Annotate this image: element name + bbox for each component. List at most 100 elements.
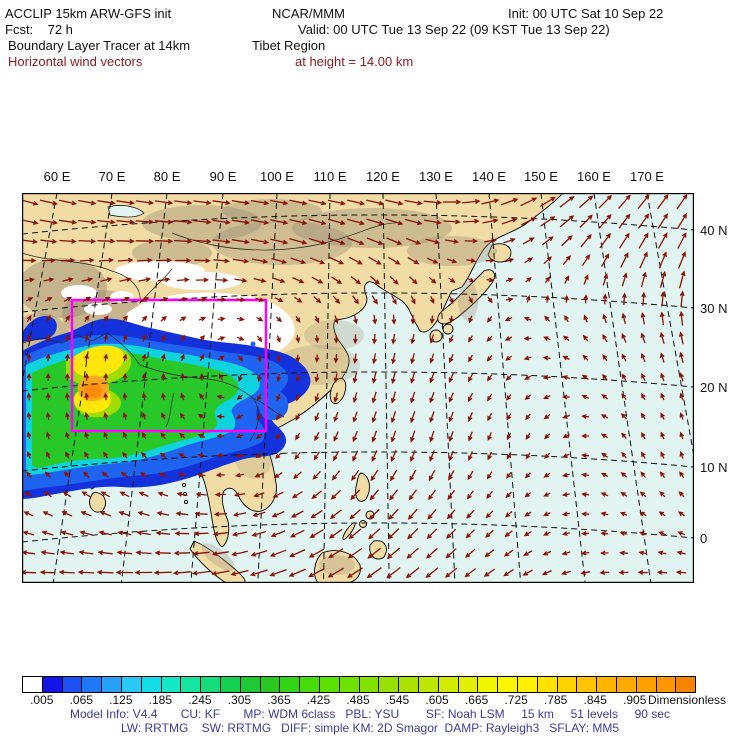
wind-arrow	[254, 472, 264, 478]
wind-arrow	[197, 413, 205, 419]
wind-arrow	[352, 411, 358, 423]
wind-arrow	[236, 297, 246, 303]
wind-arrow	[391, 352, 396, 365]
wind-arrow	[82, 471, 90, 479]
wind-arrow	[122, 372, 128, 381]
wind-arrow	[580, 550, 590, 556]
lon-tick-label: 90 E	[209, 169, 237, 184]
map-border	[22, 193, 694, 583]
wind-arrow	[329, 256, 345, 265]
wind-arrow	[429, 430, 435, 443]
wind-arrow	[332, 295, 341, 304]
wind-arrow	[391, 333, 397, 345]
wind-arrow	[657, 213, 668, 229]
wind-arrow	[211, 570, 230, 576]
wind-arrow	[485, 257, 496, 263]
wind-arrow	[468, 392, 474, 403]
wind-arrow	[84, 451, 89, 459]
wind-arrow	[119, 491, 130, 498]
wind-arrow	[161, 392, 166, 401]
colorbar-segment	[379, 677, 400, 692]
wind-arrow	[445, 239, 460, 244]
wind-arrow	[122, 431, 128, 440]
wind-arrow	[580, 570, 591, 576]
wind-arrow	[216, 453, 225, 458]
wind-arrow	[291, 490, 303, 499]
wind-arrow	[194, 258, 211, 264]
colorbar-segment	[458, 677, 479, 692]
wind-arrow	[425, 238, 441, 245]
wind-arrow	[561, 492, 570, 497]
wind-arrow	[115, 570, 133, 575]
colorbar-tick-label: .425	[306, 693, 331, 707]
wind-arrow	[390, 430, 397, 443]
wind-arrow	[154, 200, 174, 206]
wind-arrow	[237, 355, 244, 362]
wind-arrow	[253, 277, 267, 283]
wind-arrow	[389, 489, 399, 501]
wind-arrow	[448, 353, 454, 364]
wind-arrow	[78, 550, 94, 555]
wind-arrow	[505, 491, 512, 499]
wind-arrow	[236, 316, 245, 322]
wind-arrow	[640, 271, 647, 288]
wind-arrow	[660, 451, 665, 459]
wind-arrow	[175, 511, 189, 517]
wind-arrow	[84, 372, 90, 381]
wind-arrow	[505, 258, 515, 263]
wind-arrow	[122, 451, 128, 459]
wind-arrow	[561, 394, 570, 400]
wind-arrow	[100, 277, 113, 282]
wind-arrow	[26, 431, 32, 440]
wind-arrow	[581, 453, 590, 458]
wind-arrow	[255, 433, 263, 440]
wind-arrow	[217, 355, 225, 361]
wind-arrow	[122, 333, 128, 342]
wind-arrow	[288, 568, 306, 577]
wind-arrow	[390, 391, 397, 404]
wind-arrow	[275, 433, 282, 440]
wind-arrow	[468, 296, 473, 304]
wind-arrow	[154, 219, 174, 225]
wind-arrow	[407, 528, 419, 540]
wind-arrow	[63, 296, 72, 302]
wind-arrow	[580, 233, 592, 248]
wind-arrow	[600, 511, 609, 517]
wind-arrow	[24, 491, 33, 498]
colorbar-segment	[82, 677, 103, 692]
kyushu	[429, 329, 443, 343]
colorbar-segment	[23, 677, 43, 692]
wind-arrow	[160, 315, 168, 322]
wind-arrow	[464, 238, 478, 244]
wind-arrow	[176, 277, 190, 283]
wind-arrow	[26, 333, 32, 342]
wind-arrow	[352, 334, 358, 345]
wind-arrow	[448, 470, 455, 481]
wind-arrow	[141, 412, 147, 420]
wind-arrow	[541, 570, 552, 576]
wind-arrow	[179, 412, 186, 420]
wind-arrow	[427, 257, 439, 264]
colorbar-tick-label: .065	[69, 693, 93, 707]
model-info-line1: Model Info: V4.4 CU: KF MP: WDM 6class P…	[70, 707, 670, 721]
wind-arrow	[679, 351, 684, 363]
valid-time: Valid: 00 UTC Tue 13 Sep 22 (09 KST Tue …	[298, 22, 610, 37]
wind-arrow	[679, 471, 685, 479]
wind-arrow	[64, 372, 70, 381]
wind-arrow	[39, 219, 59, 225]
wind-arrow	[621, 393, 627, 400]
wind-arrow	[216, 433, 225, 439]
wind-arrow	[428, 489, 437, 501]
wind-arrow	[562, 335, 570, 342]
wind-arrow	[485, 529, 494, 538]
wind-arrow	[293, 471, 302, 480]
colorbar-segment	[201, 677, 221, 692]
wind-arrow	[103, 411, 109, 420]
wind-arrow	[45, 372, 51, 381]
wind-arrow	[141, 431, 147, 440]
wind-arrow	[639, 511, 647, 517]
wind-arrow	[333, 315, 339, 324]
wind-arrow	[346, 199, 366, 206]
wind-arrow	[255, 453, 263, 458]
